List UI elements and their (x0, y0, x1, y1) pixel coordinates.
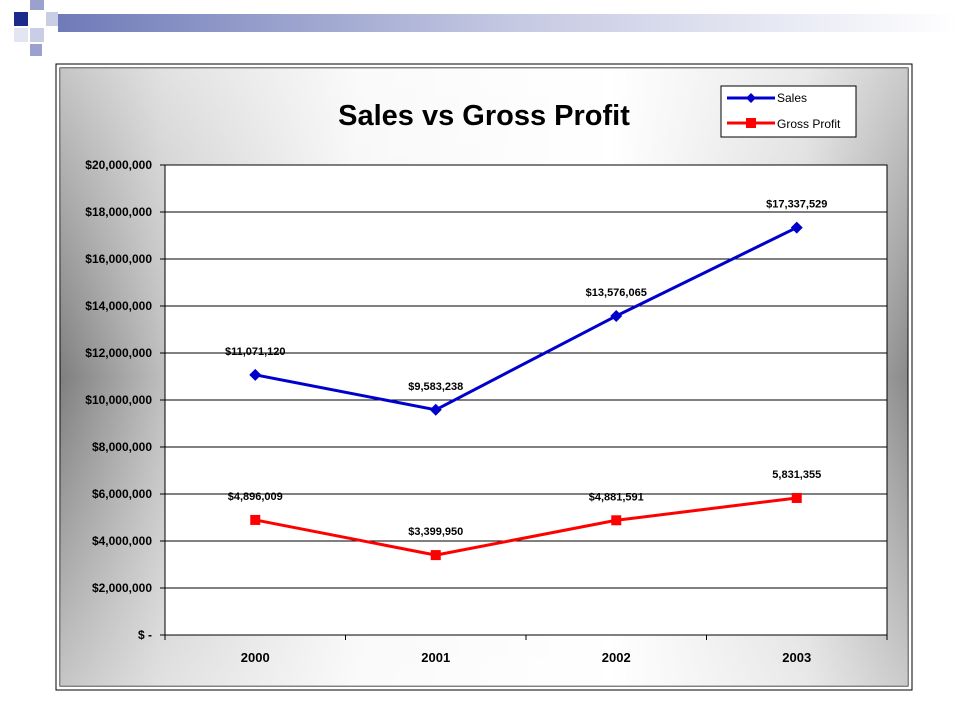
data-point-sales (249, 368, 262, 381)
y-tick-label: $10,000,000 (85, 393, 152, 407)
chart-title: Sales vs Gross Profit (338, 100, 630, 132)
header-gradient-bar (58, 14, 960, 32)
data-point-sales (790, 221, 803, 234)
data-label-sales: $11,071,120 (225, 346, 286, 358)
header-square (30, 44, 42, 56)
legend-label-gross-profit: Gross Profit (777, 117, 841, 131)
x-tick-label: 2002 (602, 650, 631, 665)
data-label-sales: $13,576,065 (586, 287, 647, 299)
y-tick-label: $6,000,000 (92, 487, 152, 501)
x-tick-label: 2000 (241, 650, 270, 665)
x-tick-label: 2003 (782, 650, 811, 665)
series-line-sales (254, 226, 798, 412)
y-tick-label: $18,000,000 (85, 205, 152, 219)
y-axis: $ - $2,000,000 $4,000,000 $6,000,000 $8,000,… (85, 158, 165, 642)
gridlines (165, 211, 887, 589)
legend-label-sales: Sales (777, 91, 807, 105)
legend-box (720, 85, 857, 138)
series-gross-profit: $4,896,009 $3,399,950 $4,881,591 5,831,355 (228, 469, 821, 561)
series-sales: $11,071,120 $9,583,238 $13,576,065 $17,337,… (225, 199, 827, 416)
header-square (46, 12, 58, 26)
data-point-sales (429, 403, 442, 416)
y-tick-label: $20,000,000 (85, 158, 152, 172)
data-label-gross-profit: $3,399,950 (408, 526, 463, 538)
data-label-gross-profit: $4,881,591 (589, 491, 644, 503)
header-square (30, 0, 44, 10)
x-axis: 2000 2001 2002 2003 (164, 635, 888, 665)
legend: Sales Gross Profit (720, 85, 857, 138)
header-square (14, 12, 28, 26)
legend-marker-gross-profit (746, 118, 756, 128)
data-point-gross-profit (430, 550, 441, 561)
data-point-gross-profit (791, 492, 802, 503)
data-label-sales: $17,337,529 (766, 199, 827, 211)
y-tick-label: $ - (138, 628, 152, 642)
header-square (30, 28, 44, 42)
slide-header-decoration (14, 0, 960, 56)
y-tick-label: $2,000,000 (92, 581, 152, 595)
series-line-gross-profit (254, 496, 797, 557)
y-tick-label: $4,000,000 (92, 534, 152, 548)
data-point-sales (610, 309, 623, 322)
y-tick-label: $16,000,000 (85, 252, 152, 266)
series-layer: $11,071,120 $9,583,238 $13,576,065 $17,337,… (225, 199, 827, 561)
header-square (14, 28, 28, 42)
y-tick-label: $14,000,000 (85, 299, 152, 313)
y-tick-label: $12,000,000 (85, 346, 152, 360)
data-label-sales: $9,583,238 (408, 381, 463, 393)
y-tick-label: $8,000,000 (92, 440, 152, 454)
data-label-gross-profit: $4,896,009 (228, 491, 283, 503)
x-tick-label: 2001 (421, 650, 450, 665)
data-point-gross-profit (250, 514, 261, 525)
legend-marker-sales (746, 93, 756, 103)
data-label-gross-profit: 5,831,355 (772, 469, 821, 481)
data-point-gross-profit (611, 515, 622, 526)
